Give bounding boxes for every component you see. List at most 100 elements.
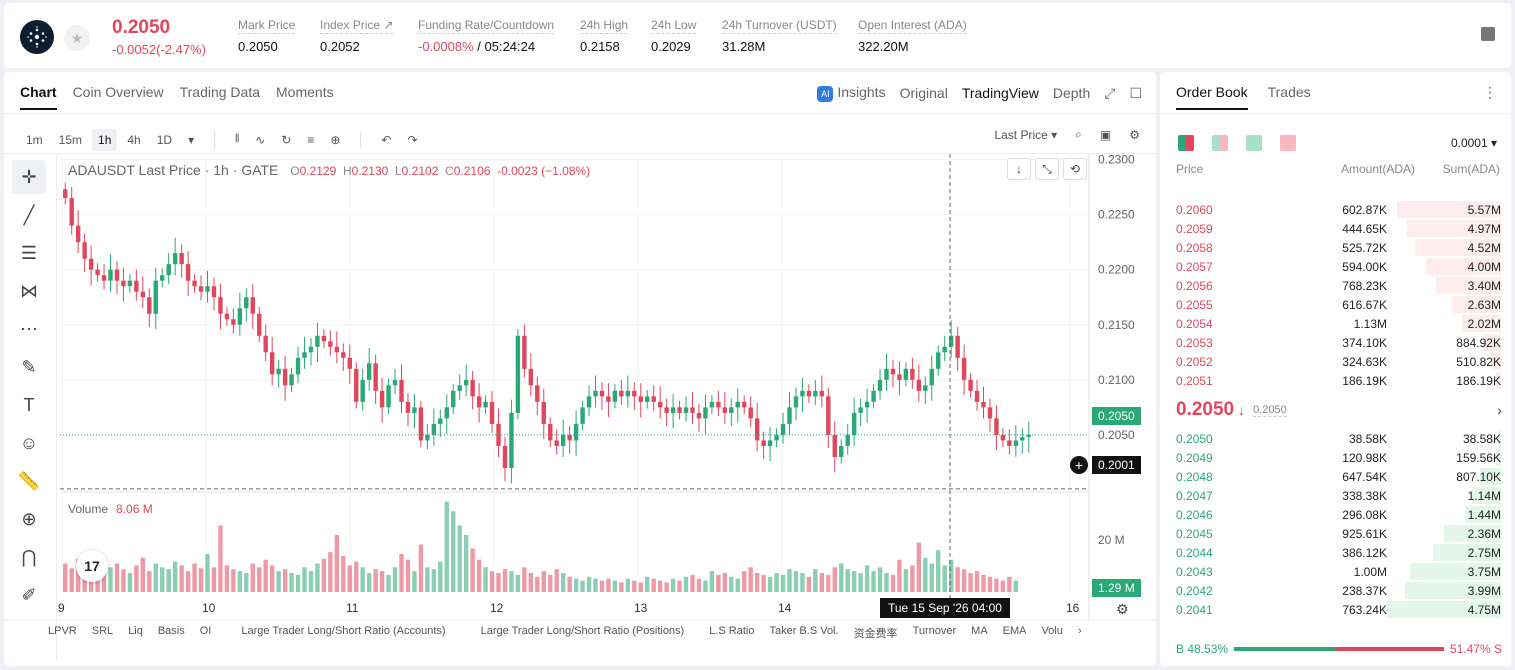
indicator-item[interactable]: Large Trader Long/Short Ratio (Accounts) <box>241 625 446 637</box>
indicator-item[interactable]: EMA <box>1002 625 1027 637</box>
interval-4h[interactable]: 4h <box>127 132 141 147</box>
mode-bids-icon[interactable] <box>1246 135 1262 151</box>
candle-body <box>599 390 605 397</box>
add-alert-icon[interactable]: ⊕ <box>330 132 341 147</box>
tab-insights[interactable]: AI Insights <box>817 84 886 102</box>
indicator-item[interactable]: OI <box>199 625 212 637</box>
volume-bar <box>224 565 230 592</box>
tab-trades[interactable]: Trades <box>1267 84 1311 100</box>
tab-coin-overview[interactable]: Coin Overview <box>72 84 164 100</box>
bid-row[interactable]: 0.2045 925.61K 2.36M <box>1160 524 1511 543</box>
search-icon[interactable]: ⌕ <box>1075 127 1082 141</box>
volume-bar <box>140 557 146 592</box>
indicator-item[interactable]: Turnover <box>912 625 957 637</box>
interval-1d[interactable]: 1D <box>156 132 173 147</box>
candle-type-icon[interactable]: 𝍪 <box>235 131 240 145</box>
tab-order-book[interactable]: Order Book <box>1176 84 1248 110</box>
bid-row[interactable]: 0.2042 238.37K 3.99M <box>1160 581 1511 600</box>
volume-bar <box>457 525 462 592</box>
text-tool-icon[interactable]: T <box>23 394 35 415</box>
ask-row[interactable]: 0.2060 602.87K 5.57M <box>1160 200 1511 219</box>
indicator-item[interactable]: MA <box>971 625 988 637</box>
indicators-icon[interactable]: ∿ <box>255 132 266 147</box>
ask-row[interactable]: 0.2059 444.65K 4.97M <box>1160 219 1511 238</box>
interval-1h[interactable]: 1h <box>92 128 118 151</box>
ask-row[interactable]: 0.2056 768.23K 3.40M <box>1160 276 1511 295</box>
zoom-tool-icon[interactable]: ⊕ <box>21 508 37 529</box>
tab-depth[interactable]: Depth <box>1052 85 1091 101</box>
expand-icon[interactable]: ⤢ <box>1104 84 1116 101</box>
ask-row[interactable]: 0.2051 186.19K 186.19K <box>1160 371 1511 390</box>
undo-icon[interactable]: ↶ <box>381 132 392 147</box>
chevron-right-icon[interactable]: › <box>1077 625 1082 637</box>
pencil-lock-tool-icon[interactable]: ✐ <box>21 584 37 605</box>
favorite-star-icon[interactable]: ★ <box>64 25 90 51</box>
ask-row[interactable]: 0.2054 1.13M 2.02M <box>1160 314 1511 333</box>
templates-icon[interactable]: ≡ <box>307 132 315 147</box>
interval-1m[interactable]: 1m <box>26 132 43 147</box>
magnet-tool-icon[interactable]: ⋂ <box>21 546 37 567</box>
ask-row[interactable]: 0.2052 324.63K 510.82K <box>1160 352 1511 371</box>
tab-trading-data[interactable]: Trading Data <box>179 84 261 100</box>
stat-index-price[interactable]: Index Price ↗ 0.2052 <box>320 18 394 54</box>
mode-both-icon[interactable] <box>1178 135 1194 151</box>
row-sum: 2.02M <box>1467 316 1501 331</box>
ask-row[interactable]: 0.2053 374.10K 884.92K <box>1160 333 1511 352</box>
indicator-item[interactable]: SRL <box>91 625 114 637</box>
window-icon[interactable]: ☐ <box>1129 84 1142 101</box>
bid-row[interactable]: 0.2043 1.00M 3.75M <box>1160 562 1511 581</box>
tab-moments[interactable]: Moments <box>276 84 334 100</box>
bid-row[interactable]: 0.2046 296.08K 1.44M <box>1160 505 1511 524</box>
tab-chart[interactable]: Chart <box>20 84 57 110</box>
indicator-item[interactable]: Basis <box>157 625 185 637</box>
indicator-item[interactable]: Taker B.S Vol. <box>769 625 839 637</box>
indicator-item[interactable]: L.S Ratio <box>709 625 755 637</box>
ruler-tool-icon[interactable]: 📏 <box>17 470 41 491</box>
tab-tradingview[interactable]: TradingView <box>961 85 1039 101</box>
horizontal-lines-tool-icon[interactable]: ☰ <box>20 242 38 263</box>
ask-row[interactable]: 0.2055 616.67K 2.63M <box>1160 295 1511 314</box>
collapse-icon[interactable]: ⤡ <box>1035 158 1059 180</box>
mode-split-icon[interactable] <box>1212 135 1228 151</box>
crosshair-tool-icon[interactable]: ✛ <box>12 160 46 194</box>
emoji-tool-icon[interactable]: ☺ <box>19 432 39 453</box>
fit-icon[interactable]: ⟲ <box>1063 158 1087 180</box>
bid-row[interactable]: 0.2041 763.24K 4.75M <box>1160 600 1511 619</box>
indicator-item[interactable]: LPVR <box>48 625 77 637</box>
trend-line-tool-icon[interactable]: ╱ <box>23 204 35 225</box>
ask-row[interactable]: 0.2058 525.72K 4.52M <box>1160 238 1511 257</box>
bid-row[interactable]: 0.2050 38.58K 38.58K <box>1160 429 1511 448</box>
bid-row[interactable]: 0.2044 386.12K 2.75M <box>1160 543 1511 562</box>
replay-icon[interactable]: ↻ <box>281 132 292 147</box>
book-icon[interactable] <box>1481 27 1495 41</box>
fib-tool-icon[interactable]: ⋯ <box>20 318 38 339</box>
ask-row[interactable]: 0.2057 594.00K 4.00M <box>1160 257 1511 276</box>
candle-body <box>425 434 430 441</box>
interval-15m[interactable]: 15m <box>58 132 83 147</box>
bid-row[interactable]: 0.2049 120.98K 159.56K <box>1160 448 1511 467</box>
mode-asks-icon[interactable] <box>1280 135 1296 151</box>
indicator-item[interactable]: Liq <box>128 625 143 637</box>
indicator-item[interactable]: Large Trader Long/Short Ratio (Positions… <box>480 625 685 637</box>
pattern-tool-icon[interactable]: ⋈ <box>20 280 38 301</box>
interval-dropdown-icon[interactable]: ▾ <box>188 132 195 147</box>
candle-body <box>224 313 230 320</box>
volume-bar <box>897 559 902 592</box>
brush-tool-icon[interactable]: ✎ <box>21 356 37 377</box>
axis-settings-icon[interactable]: ⚙ <box>1116 602 1129 618</box>
bid-row[interactable]: 0.2047 338.38K 1.14M <box>1160 486 1511 505</box>
last-price-dropdown[interactable]: Last Price ▾ <box>994 127 1058 142</box>
add-order-plus-icon[interactable]: + <box>1070 456 1088 474</box>
tab-original[interactable]: Original <box>899 85 948 101</box>
precision-select[interactable]: 0.0001 ▾ <box>1450 136 1497 150</box>
tradingview-logo-icon[interactable]: 17 <box>76 550 108 582</box>
indicator-item[interactable]: 资金费率 <box>853 628 898 640</box>
chevron-right-icon[interactable]: › <box>1497 402 1502 418</box>
arrow-down-icon[interactable]: ↓ <box>1007 158 1031 180</box>
camera-icon[interactable]: ▣ <box>1099 127 1112 142</box>
redo-icon[interactable]: ↷ <box>407 132 418 147</box>
indicator-item[interactable]: Volu <box>1041 625 1063 637</box>
more-icon[interactable]: ⋮ <box>1483 84 1497 100</box>
bid-row[interactable]: 0.2048 647.54K 807.10K <box>1160 467 1511 486</box>
gear-icon[interactable]: ⚙ <box>1129 127 1140 142</box>
